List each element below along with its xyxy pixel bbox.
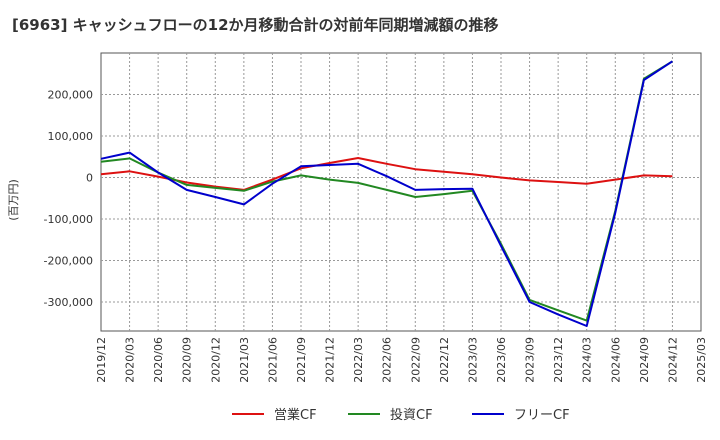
grid — [101, 53, 701, 331]
x-tick-label: 2023/12 — [552, 337, 565, 383]
plot-area — [100, 52, 702, 332]
x-tick-label: 2020/09 — [181, 337, 194, 383]
x-tick-label: 2023/06 — [495, 337, 508, 383]
x-tick-label: 2022/03 — [352, 337, 365, 383]
x-tick-label: 2020/03 — [124, 337, 137, 383]
y-tick-label: -200,000 — [44, 254, 93, 267]
legend-item: フリーCF — [472, 408, 570, 423]
chart-title: [6963] キャッシュフローの12か月移動合計の対前年同期増減額の推移 — [12, 16, 499, 34]
y-tick-label: -100,000 — [44, 213, 93, 226]
x-tick-labels: 2019/12 2020/03 2020/06 2020/09 2020/12 2021/… — [95, 337, 708, 383]
x-tick-label: 2025/03 — [695, 337, 708, 383]
series-2 — [100, 60, 673, 327]
x-tick-label: 2023/03 — [466, 337, 479, 383]
y-tick-label: -300,000 — [44, 296, 93, 309]
x-tick-label: 2021/09 — [295, 337, 308, 383]
legend-label: 投資CF — [390, 407, 433, 423]
y-tick-labels: 200,000 100,000 0 -100,000 -200,000 -300,000 — [44, 88, 93, 308]
x-tick-label: 2024/03 — [581, 337, 594, 383]
x-tick-label: 2021/12 — [324, 337, 337, 383]
series-line — [100, 60, 673, 322]
series-lines — [100, 60, 673, 327]
x-tick-label: 2021/06 — [266, 337, 279, 383]
series-line — [100, 60, 673, 327]
x-tick-label: 2022/12 — [438, 337, 451, 383]
series-0 — [100, 157, 673, 191]
x-tick-label: 2023/09 — [524, 337, 537, 383]
x-tick-label: 2024/06 — [609, 337, 622, 383]
legend-label: 営業CF — [274, 407, 317, 423]
y-tick-label: 200,000 — [48, 88, 94, 101]
y-tick-label: 0 — [86, 171, 93, 184]
series-line — [100, 157, 673, 191]
x-tick-label: 2022/06 — [381, 337, 394, 383]
x-tick-label: 2020/12 — [209, 337, 222, 383]
legend-item: 営業CF — [232, 407, 317, 423]
x-tick-label: 2019/12 — [95, 337, 108, 383]
x-tick-label: 2021/03 — [238, 337, 251, 383]
series-1 — [100, 60, 673, 322]
y-tick-label: 100,000 — [48, 130, 94, 143]
x-tick-label: 2020/06 — [152, 337, 165, 383]
x-tick-label: 2024/12 — [666, 337, 679, 383]
y-axis-label: (百万円) — [7, 179, 20, 221]
legend-item: 投資CF — [348, 407, 433, 423]
x-tick-label: 2024/09 — [638, 337, 651, 383]
legend: 営業CF 投資CF フリーCF — [232, 407, 570, 423]
legend-label: フリーCF — [514, 408, 570, 423]
x-tick-label: 2022/09 — [409, 337, 422, 383]
